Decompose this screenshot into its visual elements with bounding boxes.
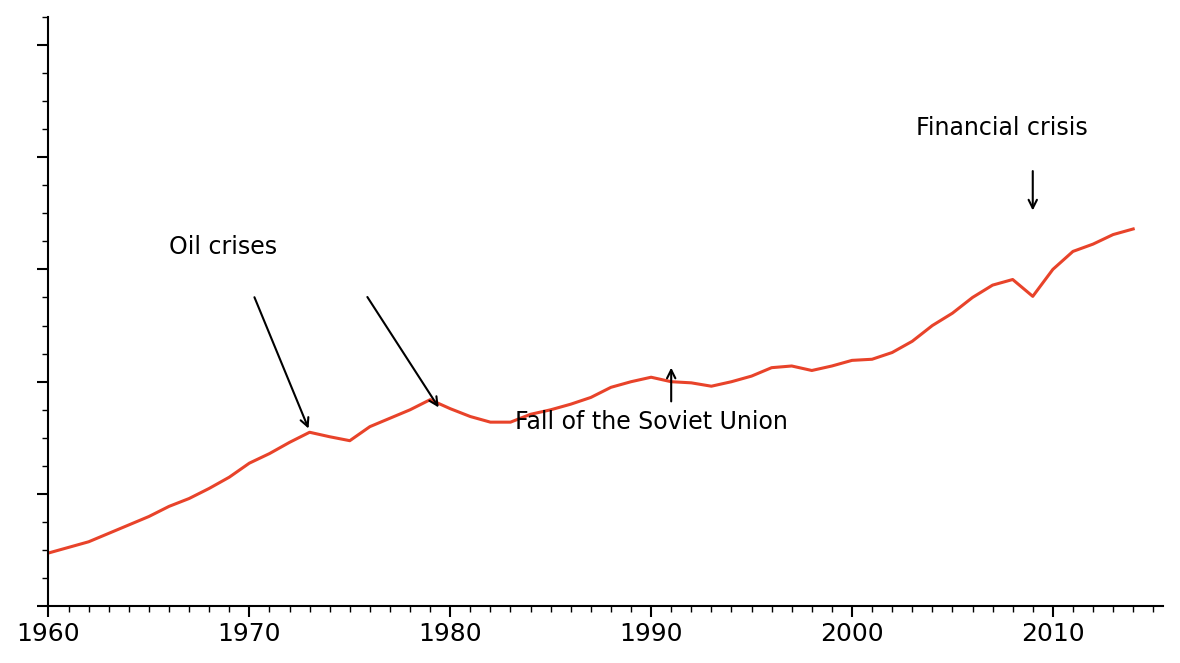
Text: Fall of the Soviet Union: Fall of the Soviet Union	[514, 410, 787, 434]
Text: Financial crisis: Financial crisis	[916, 116, 1088, 140]
Text: Oil crises: Oil crises	[169, 235, 277, 259]
